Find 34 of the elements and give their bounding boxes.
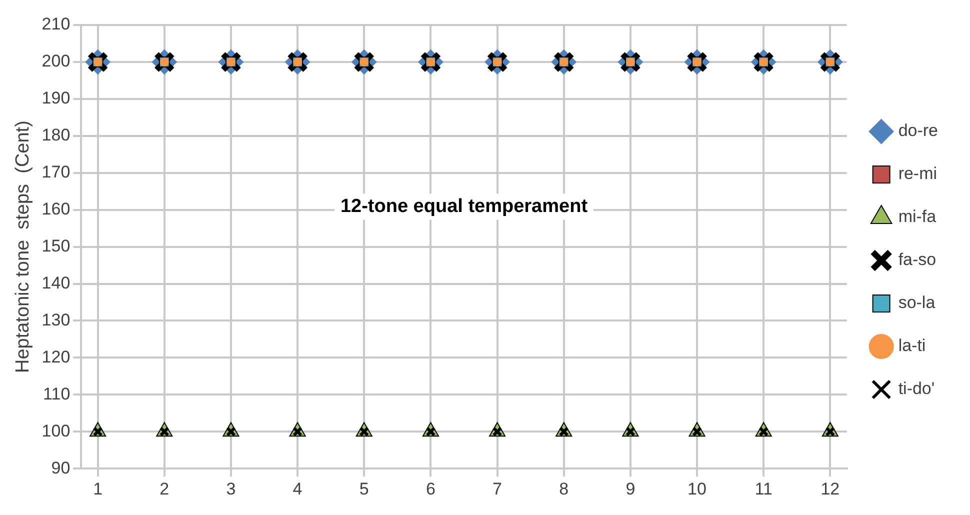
legend-label: fa-so: [898, 250, 936, 270]
y-tick-label: 90: [51, 458, 70, 478]
y-tick-label: 170: [42, 162, 70, 182]
legend-label: re-mi: [898, 164, 938, 184]
y-tick-label: 100: [42, 421, 70, 440]
x-tick-label: 6: [426, 479, 436, 498]
legend-label: ti-do': [898, 379, 935, 398]
x-tick-label: 10: [688, 479, 706, 498]
y-axis-title: Heptatonic tone steps (Cent): [12, 120, 34, 374]
x-tick-label: 8: [559, 479, 569, 498]
y-tick-label: 110: [43, 384, 70, 404]
x-tick-label: 2: [160, 479, 170, 498]
y-tick-label: 120: [42, 347, 70, 366]
x-tick-label: 3: [226, 479, 236, 498]
y-tick-label: 190: [42, 88, 70, 108]
y-tick-label: 180: [42, 126, 70, 145]
x-tick-label: 7: [492, 479, 502, 498]
y-tick-label: 200: [42, 52, 70, 71]
annotation: 12-tone equal temperament: [340, 196, 588, 218]
legend-label: mi-fa: [898, 207, 937, 226]
x-tick-label: 4: [292, 479, 302, 498]
y-tick-label: 150: [42, 236, 70, 256]
y-tick-label: 210: [42, 14, 70, 34]
x-tick-label: 5: [359, 479, 369, 498]
legend-label: do-re: [898, 121, 938, 140]
legend-label: la-ti: [898, 336, 926, 356]
y-tick-label: 140: [42, 273, 70, 292]
x-tick-label: 12: [820, 479, 840, 498]
x-tick-label: 11: [754, 479, 772, 498]
legend-label: so-la: [898, 293, 936, 312]
x-tick-label: 9: [626, 479, 636, 498]
y-tick-label: 160: [42, 200, 70, 219]
y-tick-label: 130: [42, 310, 70, 330]
x-tick-label: 1: [93, 479, 103, 498]
